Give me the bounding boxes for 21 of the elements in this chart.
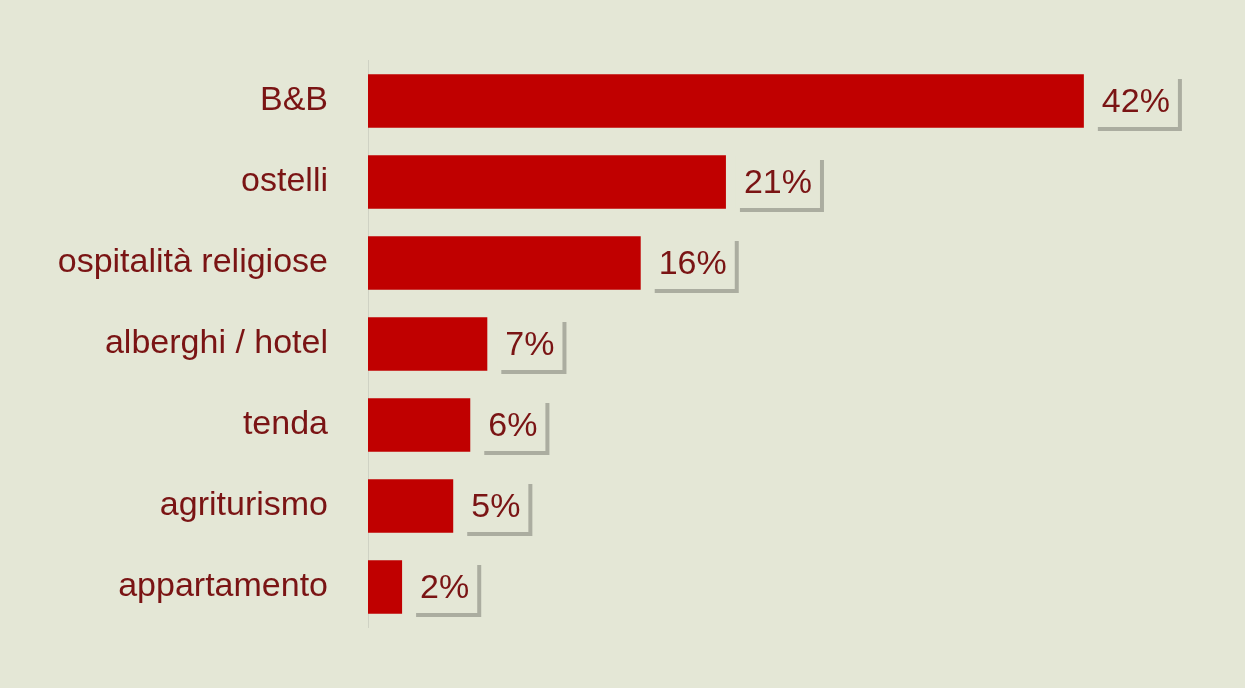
bar (368, 74, 1084, 128)
y-tick-label: appartamento (118, 565, 328, 604)
y-tick-label: B&B (259, 79, 328, 118)
data-label: 21% (743, 162, 812, 201)
bar (368, 479, 454, 533)
y-tick-label: ostelli (241, 160, 328, 199)
y-tick-label: alberghi / hotel (104, 322, 328, 361)
data-label: 6% (488, 405, 538, 444)
y-tick-label: ospitalità religiose (57, 241, 328, 280)
bar (368, 236, 641, 290)
data-label: 2% (420, 567, 470, 606)
y-tick-label: tenda (242, 403, 329, 442)
data-label: 5% (471, 486, 521, 525)
data-label: 42% (1101, 81, 1170, 120)
y-tick-label: agriturismo (159, 484, 328, 523)
bar (368, 155, 726, 209)
data-label: 7% (505, 324, 555, 363)
bar (368, 398, 471, 452)
bar (368, 560, 403, 614)
bar (368, 317, 488, 371)
data-label: 16% (658, 243, 727, 282)
